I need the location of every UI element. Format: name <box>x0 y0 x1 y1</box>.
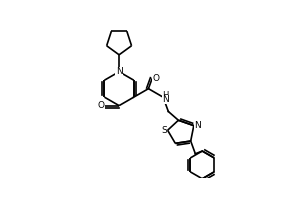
Text: H: H <box>162 91 169 100</box>
Text: S: S <box>161 126 167 135</box>
Text: N: N <box>162 95 169 104</box>
Text: O: O <box>153 74 160 83</box>
Text: N: N <box>194 121 201 130</box>
Text: O: O <box>98 101 104 110</box>
Text: N: N <box>116 67 122 76</box>
